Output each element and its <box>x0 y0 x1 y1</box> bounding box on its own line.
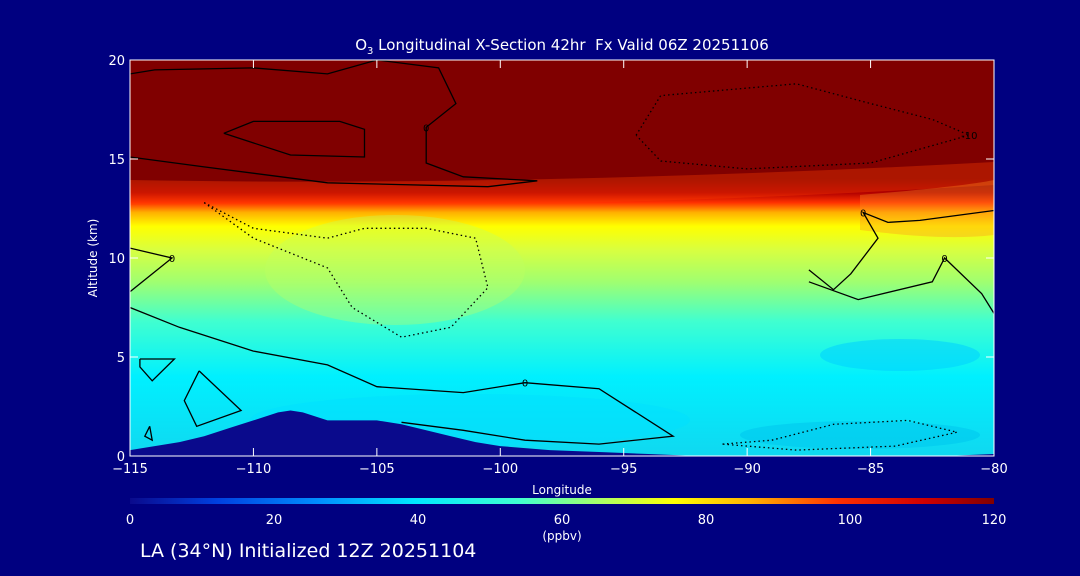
y-axis: 0 5 10 15 20 <box>108 54 994 465</box>
x-axis-label: Longitude <box>532 483 592 497</box>
colorbar-unit-label: (ppbv) <box>542 529 581 543</box>
stratosphere-band <box>130 60 994 182</box>
contour-label-2: 0 <box>169 254 175 265</box>
cool-patch-surface <box>740 421 980 449</box>
contour-label-7: 0 <box>860 209 866 220</box>
x-tick-label: −95 <box>610 462 637 477</box>
contour-line-6 <box>143 426 154 442</box>
contour-line-1 <box>223 120 366 158</box>
y-tick-label: 20 <box>108 54 125 69</box>
chart-title: O3 Longitudinal X-Section 42hr Fx Valid … <box>355 36 769 57</box>
colorbar-ticks: 0 20 40 60 80 100 120 <box>126 513 1007 528</box>
contour-line-10 <box>635 83 972 170</box>
x-tick-label: −105 <box>359 462 395 477</box>
x-tick-label: −85 <box>857 462 884 477</box>
x-tick-label: −80 <box>980 462 1007 477</box>
x-tick-label: −100 <box>482 462 518 477</box>
colorbar-tick-label: 40 <box>410 513 427 528</box>
y-tick-label: 10 <box>108 252 125 267</box>
footer-info: LA (34°N) Initialized 12Z 20251104 <box>140 540 477 562</box>
contour-label-3: 0 <box>522 379 528 390</box>
contour-line-3 <box>130 306 676 445</box>
contour-line-7 <box>808 209 994 291</box>
contour-label-10: -10 <box>961 131 977 142</box>
colorbar <box>130 498 994 504</box>
x-tick-label: −90 <box>733 462 760 477</box>
contour-line-5 <box>183 370 243 428</box>
east-warm-patch <box>860 180 994 238</box>
y-tick-label: 15 <box>108 153 125 168</box>
x-axis: −115 −110 −105 −100 −95 −90 −85 −80 <box>112 60 1008 477</box>
contour-line-9 <box>203 202 489 338</box>
gradient-band <box>130 162 994 205</box>
contour-line-8 <box>808 256 994 314</box>
contour-line-11 <box>722 419 958 451</box>
colorbar-tick-label: 20 <box>266 513 283 528</box>
colorbar-tick-label: 80 <box>698 513 715 528</box>
terrain-mask <box>130 410 994 456</box>
contour-label-8: 0 <box>941 254 947 265</box>
y-axis-label: Altitude (km) <box>86 219 100 298</box>
mid-high-patch <box>265 215 525 325</box>
y-tick-label: 0 <box>117 450 125 465</box>
contour-lines: 0 0 0 0 0 -10 <box>130 60 994 451</box>
x-tick-label: −115 <box>112 462 148 477</box>
plot-area: 0 0 0 0 0 -10 <box>130 60 994 456</box>
contour-label-0: 0 <box>423 123 429 134</box>
colorbar-tick-label: 60 <box>554 513 571 528</box>
cool-patch-east <box>820 339 980 371</box>
contour-line-4 <box>139 358 176 382</box>
contour-line-0 <box>130 60 538 188</box>
colorbar-tick-label: 0 <box>126 513 134 528</box>
colorbar-tick-label: 120 <box>982 513 1007 528</box>
colorbar-tick-label: 100 <box>838 513 863 528</box>
contour-line-2 <box>130 247 174 293</box>
y-tick-label: 5 <box>117 351 125 366</box>
x-tick-label: −110 <box>236 462 272 477</box>
